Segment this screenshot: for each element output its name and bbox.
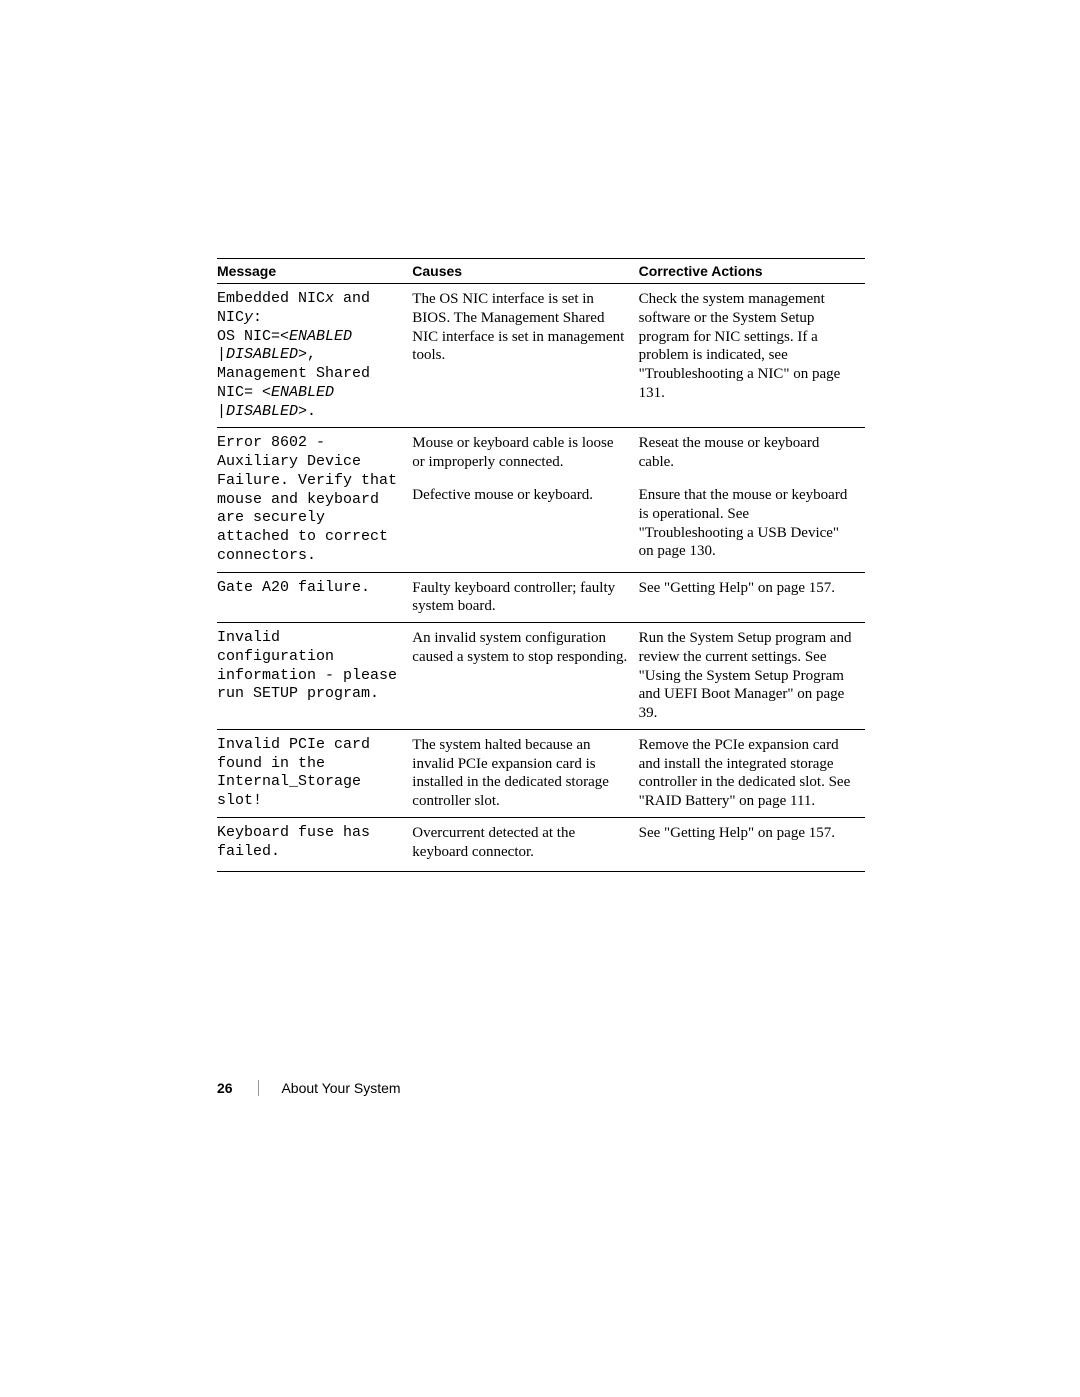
cell-message: Embedded NICx and NICy:OS NIC=<ENABLED |…: [217, 284, 412, 428]
table-row: Keyboard fuse has failed.Overcurrent det…: [217, 817, 865, 872]
cell-message: Gate A20 failure.: [217, 572, 412, 623]
cell-message: Invalid configuration information - plea…: [217, 623, 412, 730]
cell-causes: Faulty keyboard controller; faulty syste…: [412, 572, 638, 623]
footer-section-title: About Your System: [258, 1080, 400, 1096]
table-row: Embedded NICx and NICy:OS NIC=<ENABLED |…: [217, 284, 865, 428]
cell-causes: The system halted because an invalid PCI…: [412, 729, 638, 817]
page-footer: 26 About Your System: [217, 1080, 419, 1096]
cell-causes: An invalid system configuration caused a…: [412, 623, 638, 730]
cell-message: Invalid PCIe card found in the Internal_…: [217, 729, 412, 817]
cell-causes: The OS NIC interface is set in BIOS. The…: [412, 284, 638, 428]
error-message-table: Message Causes Corrective Actions Embedd…: [217, 258, 865, 872]
cell-actions: Check the system management software or …: [639, 284, 865, 428]
table-row: Error 8602 - Auxiliary Device Failure. V…: [217, 428, 865, 480]
table-header-row: Message Causes Corrective Actions: [217, 259, 865, 284]
cell-causes: Overcurrent detected at the keyboard con…: [412, 817, 638, 872]
table-row: Invalid configuration information - plea…: [217, 623, 865, 730]
cell-message: Keyboard fuse has failed.: [217, 817, 412, 872]
table-row: Gate A20 failure.Faulty keyboard control…: [217, 572, 865, 623]
cell-actions: Remove the PCIe expansion card and insta…: [639, 729, 865, 817]
table-row: Invalid PCIe card found in the Internal_…: [217, 729, 865, 817]
cell-causes: Defective mouse or keyboard.: [412, 480, 638, 572]
header-message: Message: [217, 259, 412, 284]
cell-actions: Ensure that the mouse or keyboard is ope…: [639, 480, 865, 572]
cell-actions: Reseat the mouse or keyboard cable.: [639, 428, 865, 480]
header-corrective: Corrective Actions: [639, 259, 865, 284]
cell-actions: See "Getting Help" on page 157.: [639, 817, 865, 872]
cell-causes: Mouse or keyboard cable is loose or impr…: [412, 428, 638, 480]
cell-actions: See "Getting Help" on page 157.: [639, 572, 865, 623]
cell-actions: Run the System Setup program and review …: [639, 623, 865, 730]
header-causes: Causes: [412, 259, 638, 284]
page-number: 26: [217, 1080, 233, 1096]
cell-message: Error 8602 - Auxiliary Device Failure. V…: [217, 428, 412, 572]
